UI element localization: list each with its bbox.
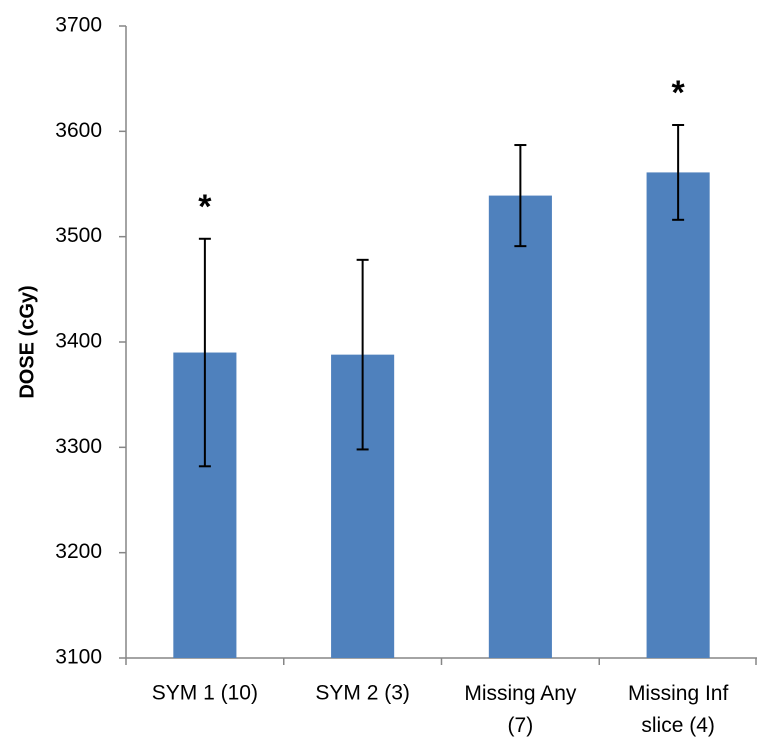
x-tick-label: SYM 1 (10) bbox=[152, 682, 258, 705]
bar bbox=[488, 195, 552, 658]
y-tick-label: 3200 bbox=[55, 540, 102, 563]
x-tick-label: SYM 2 (3) bbox=[315, 682, 410, 705]
y-tick-label: 3700 bbox=[55, 14, 102, 37]
bar bbox=[646, 172, 710, 658]
x-tick-label: Missing Inf slice (4) bbox=[628, 682, 729, 737]
y-tick-label: 3400 bbox=[55, 330, 102, 353]
x-tick-label: Missing Any (7) bbox=[464, 682, 577, 737]
y-tick-label: 3500 bbox=[55, 224, 102, 247]
y-tick-label: 3100 bbox=[55, 646, 102, 669]
error-bar bbox=[198, 237, 211, 468]
y-axis-label: DOSE (cGy) bbox=[16, 285, 38, 398]
annotation: * bbox=[672, 74, 686, 112]
error-bar bbox=[672, 124, 685, 221]
y-tick-label: 3300 bbox=[55, 435, 102, 458]
y-tick-label: 3600 bbox=[55, 119, 102, 142]
error-bar bbox=[356, 258, 369, 451]
annotation: * bbox=[198, 188, 212, 226]
error-bar bbox=[514, 144, 527, 248]
